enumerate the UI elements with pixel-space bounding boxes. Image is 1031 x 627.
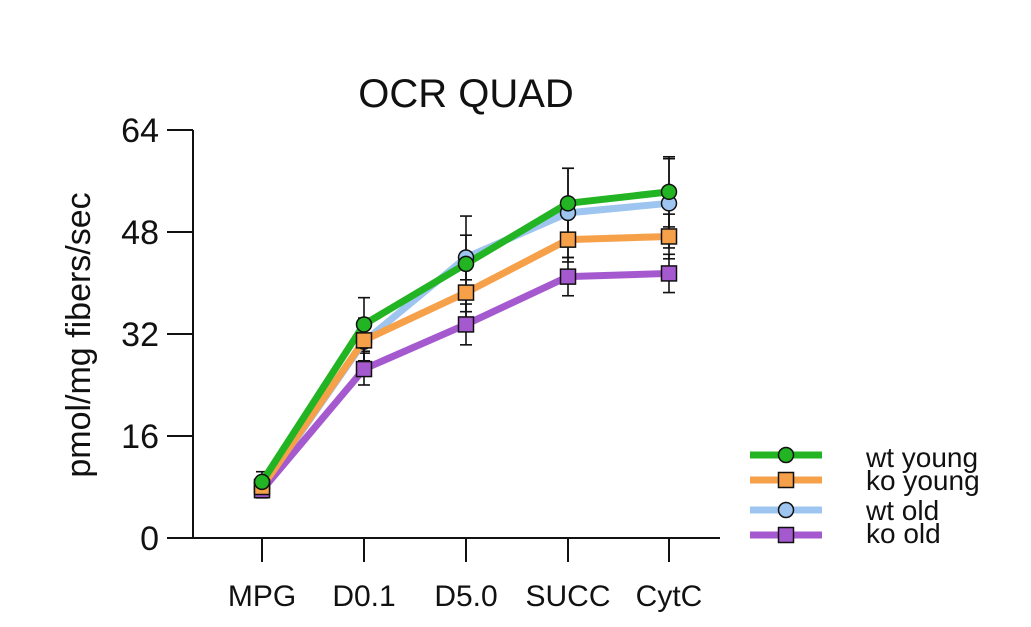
legend-marker: [777, 526, 795, 544]
data-point: [660, 228, 678, 245]
data-point: [355, 316, 373, 333]
data-point: [660, 265, 678, 282]
y-tick-label: 0: [140, 520, 159, 558]
data-point: [355, 332, 373, 349]
data-markers: [253, 183, 678, 499]
legend-label: wt young: [865, 442, 978, 473]
y-tick-label: 64: [121, 112, 159, 150]
x-tick-label: SUCC: [525, 580, 610, 613]
legend-marker: [777, 446, 795, 464]
legend-label: wt old: [865, 495, 939, 526]
data-point: [457, 255, 475, 273]
data-point: [457, 284, 475, 301]
legend-label: ko young: [866, 465, 980, 496]
legend-marker: [777, 471, 795, 489]
data-point: [253, 473, 271, 491]
x-tick-label: CytC: [636, 580, 703, 613]
data-point: [559, 231, 577, 248]
y-axis-label: pmol/mg fibers/sec: [60, 192, 98, 477]
chart-title: OCR QUAD: [358, 72, 574, 116]
data-point: [559, 268, 577, 285]
x-tick-label: D5.0: [434, 580, 497, 613]
data-point: [355, 360, 373, 378]
data-point: [660, 183, 678, 201]
x-tick-label: D0.1: [332, 580, 395, 613]
legend-marker: [777, 501, 795, 519]
data-point: [457, 316, 475, 333]
y-tick-label: 48: [121, 214, 159, 252]
x-tick-label: MPG: [228, 580, 296, 613]
data-point: [559, 195, 577, 212]
y-tick-label: 32: [121, 316, 159, 354]
axes: 0 16 32 48 64 MPG D0.1 D5.0 SUCC CytC: [121, 112, 720, 613]
legend-label: ko old: [866, 518, 941, 549]
y-tick-label: 16: [121, 418, 159, 456]
